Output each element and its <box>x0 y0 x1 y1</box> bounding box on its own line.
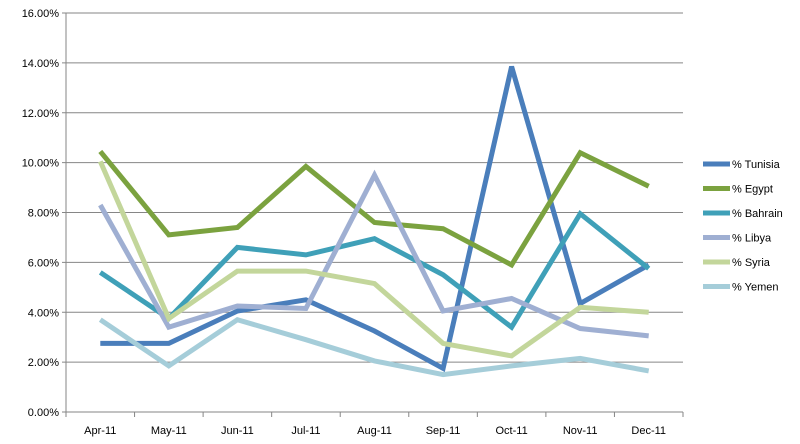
series-line-yemen <box>98 316 650 378</box>
y-tick-labels: 0.00% 2.00% 4.00% 6.00% 8.00% 10.00% 12.00% 14.… <box>22 8 60 419</box>
legend-label: % Bahrain <box>732 208 783 220</box>
y-tick-label: 16.00% <box>22 8 60 20</box>
legend-label: % Egypt <box>732 184 773 196</box>
x-tick-labels: Apr-11 May-11 Jun-11 Jul-11 Aug-11 Sep-11 Oct-… <box>84 425 666 437</box>
y-tick-label: 4.00% <box>28 307 59 319</box>
series-line-tunisia <box>100 65 650 373</box>
legend-label: % Tunisia <box>732 159 781 171</box>
legend-label: % Libya <box>732 233 772 245</box>
series-line-bahrain <box>98 209 651 331</box>
x-tick-label: Dec-11 <box>631 425 666 437</box>
x-tick-label: Oct-11 <box>496 425 528 437</box>
legend-label: % Syria <box>732 257 771 269</box>
gridlines <box>66 12 683 363</box>
y-tick-label: 0.00% <box>28 407 59 419</box>
legend-label: % Yemen <box>732 282 778 294</box>
legend: % Tunisia % Egypt % Bahrain % Libya % Syria%… <box>703 159 783 294</box>
x-tick-label: Apr-11 <box>84 425 116 437</box>
y-tick-label: 6.00% <box>28 257 59 269</box>
y-tick-label: 12.00% <box>22 108 60 120</box>
x-tick-label: Nov-11 <box>563 425 598 437</box>
axes <box>62 12 684 417</box>
x-tick-label: Aug-11 <box>357 425 392 437</box>
x-tick-label: May-11 <box>151 425 187 437</box>
series-line-egypt <box>98 149 650 269</box>
x-tick-label: Sep-11 <box>426 425 461 437</box>
y-tick-label: 8.00% <box>28 208 59 220</box>
y-tick-label: 14.00% <box>22 58 60 70</box>
series-line-syria <box>98 160 649 359</box>
x-tick-label: Jun-11 <box>221 425 254 437</box>
y-tick-label: 2.00% <box>28 357 59 369</box>
series-lines <box>98 65 651 378</box>
x-tick-label: Jul-11 <box>291 425 320 437</box>
series-line-libya <box>98 169 649 339</box>
y-tick-label: 10.00% <box>22 158 60 170</box>
